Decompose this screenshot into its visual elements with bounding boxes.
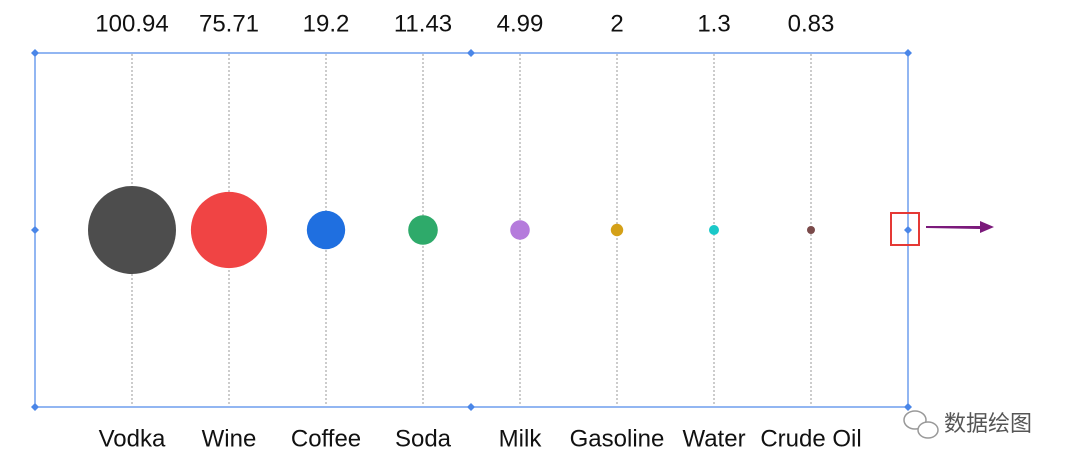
bubble (807, 226, 815, 234)
highlight-box (890, 212, 920, 246)
bubble (408, 215, 438, 245)
value-label: 1.3 (697, 10, 730, 37)
value-label: 4.99 (497, 10, 544, 37)
watermark: 数据绘图 (944, 411, 1032, 436)
value-label: 11.43 (394, 10, 452, 37)
value-label: 19.2 (303, 10, 350, 37)
watermark-icon (903, 410, 939, 439)
x-tick-label: Milk (499, 425, 543, 452)
bubble (88, 186, 176, 274)
x-tick-label: Wine (202, 425, 257, 452)
value-label: 100.94 (95, 10, 168, 37)
bubble (306, 210, 346, 250)
value-label: 75.71 (199, 10, 259, 37)
x-tick-label: Vodka (99, 425, 166, 452)
bubble (510, 220, 530, 240)
x-tick-label: Gasoline (570, 425, 665, 452)
x-tick-label: Water (682, 425, 745, 452)
bubble (190, 191, 268, 269)
x-tick-label: Crude Oil (760, 425, 861, 452)
bubble (610, 223, 624, 237)
arrow (926, 221, 994, 233)
value-label: 0.83 (788, 10, 835, 37)
x-tick-label: Soda (395, 425, 452, 452)
x-tick-label: Coffee (291, 425, 361, 452)
value-label: 2 (610, 10, 623, 37)
bubble (709, 225, 719, 235)
